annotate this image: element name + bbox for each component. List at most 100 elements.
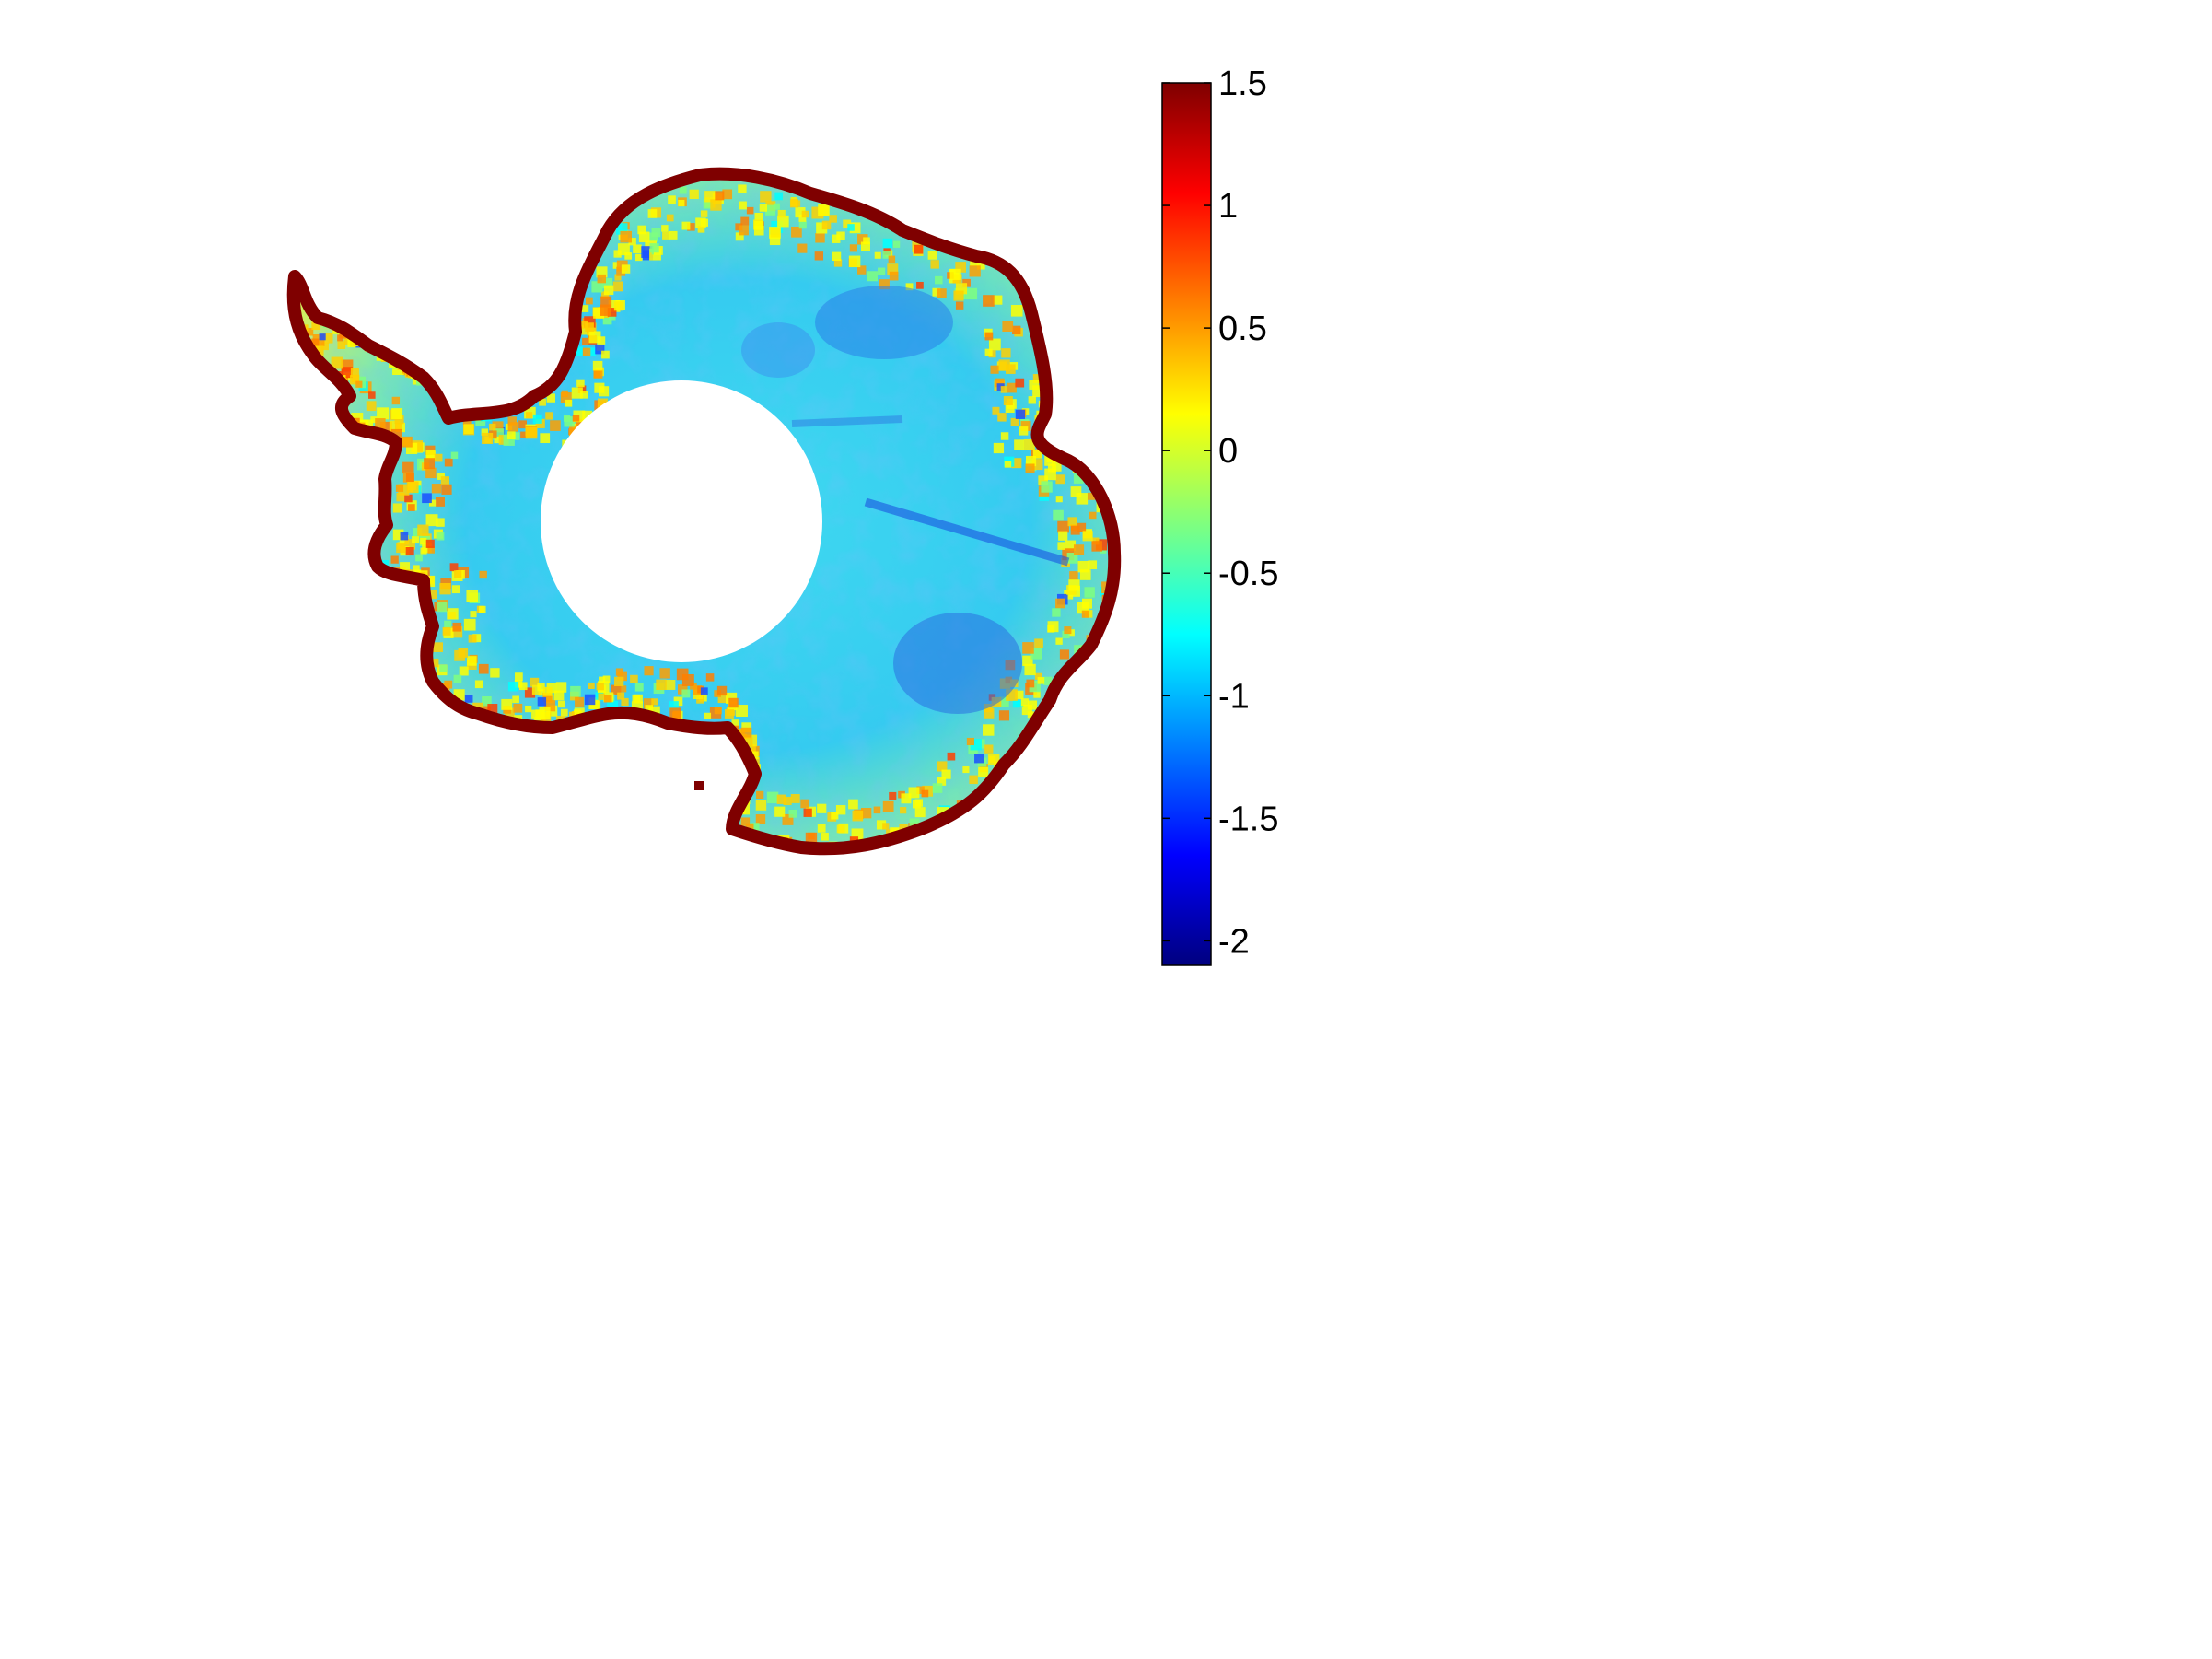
coastal-data-pixel <box>1034 638 1043 648</box>
coastal-data-pixel <box>319 333 326 341</box>
coastal-data-pixel <box>595 345 605 355</box>
coastal-data-pixel <box>612 262 621 269</box>
coastal-data-pixel <box>937 288 947 298</box>
coastal-data-pixel <box>601 291 610 299</box>
coastal-data-pixel <box>366 401 377 412</box>
coastal-data-pixel <box>736 705 748 718</box>
coastal-data-pixel <box>546 393 555 403</box>
coastal-data-pixel <box>611 684 622 695</box>
coastal-data-pixel <box>882 800 894 812</box>
coastal-data-pixel <box>755 800 767 811</box>
coastal-data-pixel <box>1020 698 1030 707</box>
coastal-data-pixel <box>995 378 1005 388</box>
coastal-data-pixel <box>1002 321 1014 333</box>
coastal-data-pixel <box>479 570 487 579</box>
coastal-data-pixel <box>638 231 650 243</box>
coastal-data-pixel <box>614 676 624 687</box>
coastal-data-pixel <box>882 238 893 249</box>
coastal-data-pixel <box>550 420 561 431</box>
coastal-data-pixel <box>449 388 460 398</box>
coastal-data-pixel <box>992 406 1000 415</box>
coastal-data-pixel <box>614 274 622 281</box>
coastal-data-pixel <box>1032 374 1042 383</box>
coastal-data-pixel <box>800 799 809 809</box>
coastal-data-pixel <box>965 287 978 300</box>
coastal-data-pixel <box>1038 475 1048 485</box>
coastal-data-pixel <box>454 570 462 578</box>
coastal-data-pixel <box>442 626 451 636</box>
coastal-data-pixel <box>540 433 551 444</box>
coastal-data-pixel <box>882 251 891 259</box>
coastal-data-pixel <box>1028 396 1036 404</box>
coastal-data-pixel <box>350 375 360 385</box>
coastal-data-pixel <box>599 676 606 683</box>
coastal-data-pixel <box>909 818 920 829</box>
coastal-data-pixel <box>882 823 890 830</box>
colorbar-tick-label: 1 <box>1218 187 1238 226</box>
coastal-data-pixel <box>714 707 722 715</box>
coastal-data-pixel <box>582 410 593 421</box>
coastal-data-pixel <box>849 244 857 252</box>
coastal-data-pixel <box>742 737 753 748</box>
coastal-data-pixel <box>563 415 571 422</box>
coastal-data-pixel <box>545 412 553 420</box>
coastal-data-pixel <box>588 682 595 689</box>
coastal-data-pixel <box>774 192 783 201</box>
coastal-data-pixel <box>705 673 715 682</box>
coastal-data-pixel <box>643 698 654 709</box>
coastal-data-pixel <box>322 333 333 344</box>
coastal-data-pixel <box>482 695 492 707</box>
coastal-data-pixel <box>1024 663 1036 676</box>
coastal-data-pixel <box>405 547 414 556</box>
coastal-data-pixel <box>795 207 806 218</box>
coastal-data-pixel <box>350 368 359 377</box>
coastal-data-pixel <box>620 230 632 243</box>
coastal-data-pixel <box>745 823 754 832</box>
coastal-data-pixel <box>575 696 585 707</box>
coastal-data-pixel <box>790 793 800 803</box>
coastal-data-pixel <box>731 719 739 728</box>
colorbar-tick-label: -2 <box>1218 922 1250 961</box>
coastal-data-pixel <box>1025 463 1035 473</box>
coastal-data-pixel <box>725 787 735 797</box>
coastal-data-pixel <box>817 803 827 813</box>
coastal-data-pixel <box>492 421 504 433</box>
coastal-data-pixel <box>993 442 1005 454</box>
coastal-data-pixel <box>406 481 419 494</box>
coastal-data-pixel <box>425 467 437 479</box>
coastal-data-pixel <box>1034 672 1042 680</box>
coastal-data-pixel <box>860 241 870 251</box>
coastal-data-pixel <box>1005 403 1015 413</box>
coastal-data-pixel <box>310 286 321 297</box>
coastal-data-pixel <box>983 295 995 307</box>
coastal-data-pixel <box>470 611 477 618</box>
coastal-data-pixel <box>1000 386 1008 393</box>
coastal-data-pixel <box>404 539 415 550</box>
coastal-data-pixel <box>587 347 597 356</box>
offshore-pixel <box>694 781 704 790</box>
coastal-data-pixel <box>603 285 614 296</box>
coastal-data-pixel <box>598 398 608 409</box>
coastal-data-pixel <box>1052 608 1061 617</box>
coastal-data-pixel <box>474 680 483 689</box>
coastal-data-pixel <box>969 775 978 785</box>
coastal-data-pixel <box>468 634 477 643</box>
coastal-data-pixel <box>362 419 374 431</box>
coastal-data-pixel <box>912 800 922 809</box>
coastal-data-pixel <box>1011 458 1022 469</box>
coastal-data-pixel <box>836 231 845 240</box>
coastal-data-pixel <box>1020 421 1031 431</box>
coastal-data-pixel <box>962 765 970 774</box>
coastal-data-pixel <box>612 281 623 292</box>
coastal-data-pixel <box>579 320 588 329</box>
coastal-data-pixel <box>325 305 334 314</box>
coastal-data-pixel <box>501 698 513 710</box>
coastal-data-pixel <box>375 418 386 429</box>
coastal-data-pixel <box>668 195 676 204</box>
coastal-data-pixel <box>425 514 438 527</box>
coastal-data-pixel <box>592 360 603 371</box>
coastal-data-pixel <box>728 697 739 708</box>
coastal-data-pixel <box>755 814 766 824</box>
coastal-data-pixel <box>457 399 466 407</box>
coastal-data-pixel <box>1023 438 1035 451</box>
